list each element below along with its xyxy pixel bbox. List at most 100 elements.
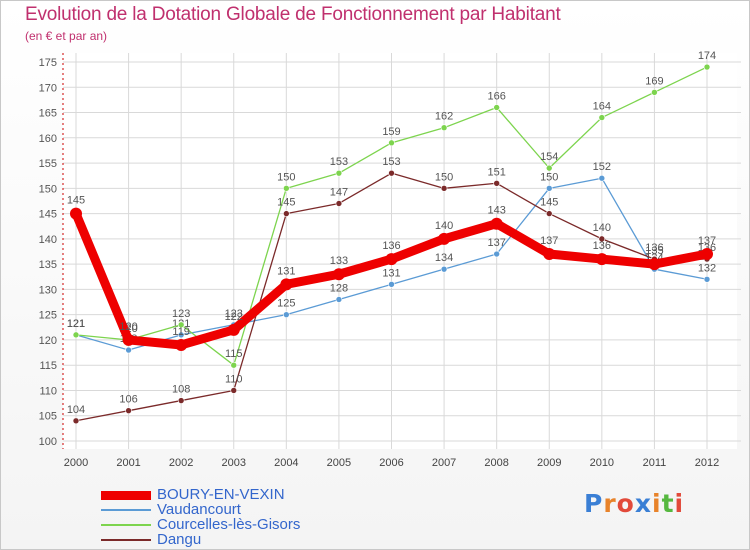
data-label: 145 bbox=[67, 195, 85, 207]
data-point bbox=[438, 232, 451, 245]
data-label: 131 bbox=[382, 267, 400, 279]
x-tick-label: 2004 bbox=[274, 457, 298, 469]
x-tick-label: 2007 bbox=[432, 457, 456, 469]
x-tick-label: 2008 bbox=[484, 457, 508, 469]
data-label: 131 bbox=[277, 265, 295, 277]
data-point bbox=[177, 321, 185, 329]
data-point bbox=[701, 248, 713, 261]
data-label: 150 bbox=[277, 171, 295, 183]
data-label: 134 bbox=[435, 252, 453, 264]
y-tick-label: 115 bbox=[39, 360, 57, 372]
data-point bbox=[440, 185, 448, 192]
data-point bbox=[230, 387, 238, 394]
data-label: 137 bbox=[698, 235, 716, 247]
legend-item: Vaudancourt bbox=[101, 502, 300, 517]
data-point bbox=[280, 278, 293, 291]
data-point bbox=[440, 265, 448, 273]
data-label: 108 bbox=[172, 384, 190, 396]
data-label: 150 bbox=[540, 171, 558, 183]
data-label: 136 bbox=[382, 240, 400, 252]
logo-letter: P bbox=[584, 489, 604, 518]
data-label: 123 bbox=[172, 308, 190, 320]
data-label: 159 bbox=[382, 126, 400, 138]
legend-label: Courcelles-lès-Gisors bbox=[157, 516, 301, 533]
y-tick-label: 105 bbox=[39, 411, 57, 423]
y-tick-label: 130 bbox=[39, 284, 57, 296]
data-label: 104 bbox=[67, 404, 85, 416]
data-label: 120 bbox=[119, 321, 137, 333]
data-point bbox=[335, 200, 343, 207]
x-tick-label: 2000 bbox=[64, 457, 88, 469]
data-label: 150 bbox=[435, 171, 453, 183]
y-tick-label: 150 bbox=[39, 183, 57, 195]
data-point bbox=[125, 346, 132, 354]
data-point bbox=[72, 331, 80, 339]
legend-swatch bbox=[101, 539, 151, 542]
y-tick-label: 155 bbox=[39, 158, 57, 170]
chart-subtitle: (en € et par an) bbox=[25, 29, 108, 43]
data-label: 132 bbox=[698, 262, 716, 274]
data-point bbox=[545, 164, 553, 172]
legend-label: Vaudancourt bbox=[157, 501, 241, 518]
data-point bbox=[283, 185, 290, 192]
legend-label: Dangu bbox=[157, 531, 202, 548]
data-label: 174 bbox=[698, 50, 716, 62]
data-point bbox=[70, 207, 82, 220]
data-point bbox=[125, 407, 132, 414]
chart-legend: BOURY-EN-VEXIN Vaudancourt Courcelles-lès-… bbox=[101, 487, 300, 547]
data-point bbox=[177, 397, 185, 404]
y-tick-label: 165 bbox=[39, 108, 57, 120]
data-point bbox=[703, 63, 711, 71]
y-tick-label: 135 bbox=[39, 259, 57, 271]
logo-letter: i bbox=[652, 489, 662, 518]
data-label: 136 bbox=[645, 242, 663, 254]
x-tick-label: 2010 bbox=[590, 457, 614, 469]
data-point bbox=[440, 124, 448, 131]
y-tick-label: 110 bbox=[39, 385, 57, 397]
data-point bbox=[177, 331, 185, 339]
data-label: 162 bbox=[435, 111, 453, 123]
y-tick-label: 140 bbox=[39, 234, 57, 246]
data-point bbox=[545, 185, 553, 192]
legend-item: Courcelles-lès-Gisors bbox=[101, 517, 300, 532]
data-point bbox=[543, 248, 556, 261]
data-label: 153 bbox=[330, 156, 348, 168]
legend-label: BOURY-EN-VEXIN bbox=[157, 486, 285, 503]
legend-swatch bbox=[101, 509, 151, 512]
data-label: 106 bbox=[119, 394, 137, 406]
data-point bbox=[598, 174, 606, 182]
x-tick-label: 2003 bbox=[222, 457, 246, 469]
data-label: 135 bbox=[645, 245, 663, 257]
data-point bbox=[388, 169, 395, 177]
data-point bbox=[493, 250, 500, 258]
data-label: 166 bbox=[487, 90, 505, 102]
data-label: 145 bbox=[540, 197, 558, 209]
x-tick-label: 2006 bbox=[379, 457, 403, 469]
x-tick-label: 2001 bbox=[116, 457, 140, 469]
data-point bbox=[651, 89, 658, 96]
data-label: 147 bbox=[330, 186, 348, 198]
data-point bbox=[385, 253, 398, 266]
logo-letter: i bbox=[674, 489, 685, 518]
chart-title: Evolution de la Dotation Globale de Fonc… bbox=[25, 4, 561, 25]
logo-letter: t bbox=[661, 489, 675, 518]
legend-item: BOURY-EN-VEXIN bbox=[101, 487, 300, 502]
y-tick-label: 125 bbox=[39, 310, 57, 322]
data-label: 115 bbox=[225, 348, 243, 360]
x-tick-label: 2011 bbox=[643, 457, 667, 469]
y-tick-label: 170 bbox=[39, 82, 57, 94]
y-tick-label: 120 bbox=[39, 335, 57, 347]
x-tick-label: 2012 bbox=[695, 457, 719, 469]
data-point bbox=[545, 210, 553, 217]
data-label: 140 bbox=[435, 220, 453, 232]
data-label: 123 bbox=[225, 308, 243, 320]
data-label: 151 bbox=[487, 166, 505, 178]
logo-letter: r bbox=[603, 489, 617, 518]
data-point bbox=[493, 179, 500, 187]
logo-letter: x bbox=[634, 489, 652, 518]
data-label: 125 bbox=[277, 298, 295, 310]
data-point bbox=[175, 338, 188, 351]
data-label: 136 bbox=[593, 240, 611, 252]
data-point bbox=[335, 296, 343, 303]
data-point bbox=[122, 333, 135, 346]
